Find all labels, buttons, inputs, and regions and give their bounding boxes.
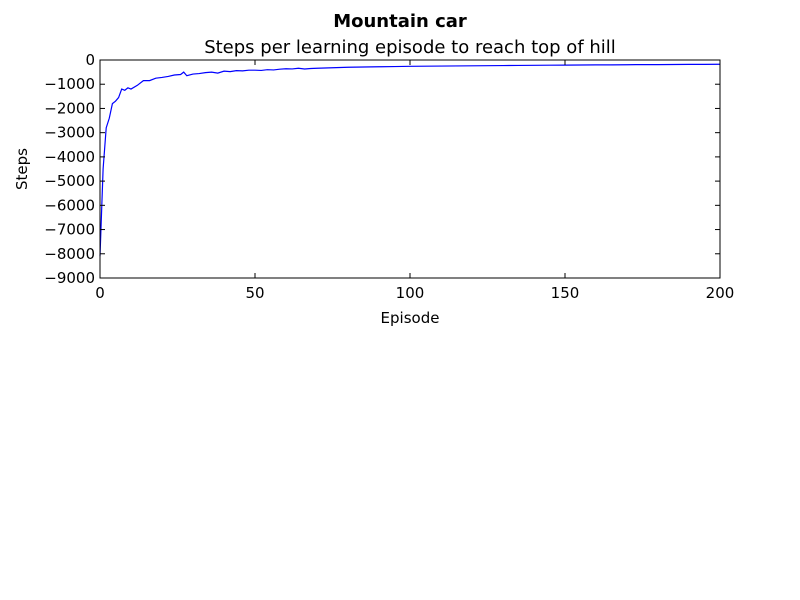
chart-title: Steps per learning episode to reach top … bbox=[204, 37, 616, 58]
y-tick-label: 0 bbox=[85, 51, 95, 69]
x-tick-label: 100 bbox=[396, 284, 425, 302]
chart-suptitle: Mountain car bbox=[333, 11, 467, 32]
y-tick-label: −9000 bbox=[44, 269, 95, 287]
x-tick-label: 150 bbox=[551, 284, 580, 302]
y-axis-ticks: 0 −1000 −2000 −3000 −4000 −5000 −6000 −7000 −800… bbox=[44, 51, 720, 287]
y-tick-label: −5000 bbox=[44, 172, 95, 190]
y-tick-label: −4000 bbox=[44, 148, 95, 166]
y-tick-label: −6000 bbox=[44, 196, 95, 214]
x-tick-label: 200 bbox=[706, 284, 735, 302]
y-tick-label: −7000 bbox=[44, 221, 95, 239]
plot-area: 0 50 100 150 200 0 −1000 −2000 −3000 −4000 −5000 −… bbox=[44, 51, 734, 302]
y-tick-label: −1000 bbox=[44, 75, 95, 93]
y-tick-label: −2000 bbox=[44, 99, 95, 117]
x-axis-label: Episode bbox=[381, 309, 440, 327]
y-tick-label: −3000 bbox=[44, 124, 95, 142]
y-axis-label: Steps bbox=[13, 148, 31, 190]
x-tick-label: 50 bbox=[245, 284, 264, 302]
x-tick-label: 0 bbox=[95, 284, 105, 302]
y-tick-label: −8000 bbox=[44, 245, 95, 263]
x-axis-ticks: 0 50 100 150 200 bbox=[95, 60, 734, 302]
series-line-steps bbox=[99, 63, 721, 257]
